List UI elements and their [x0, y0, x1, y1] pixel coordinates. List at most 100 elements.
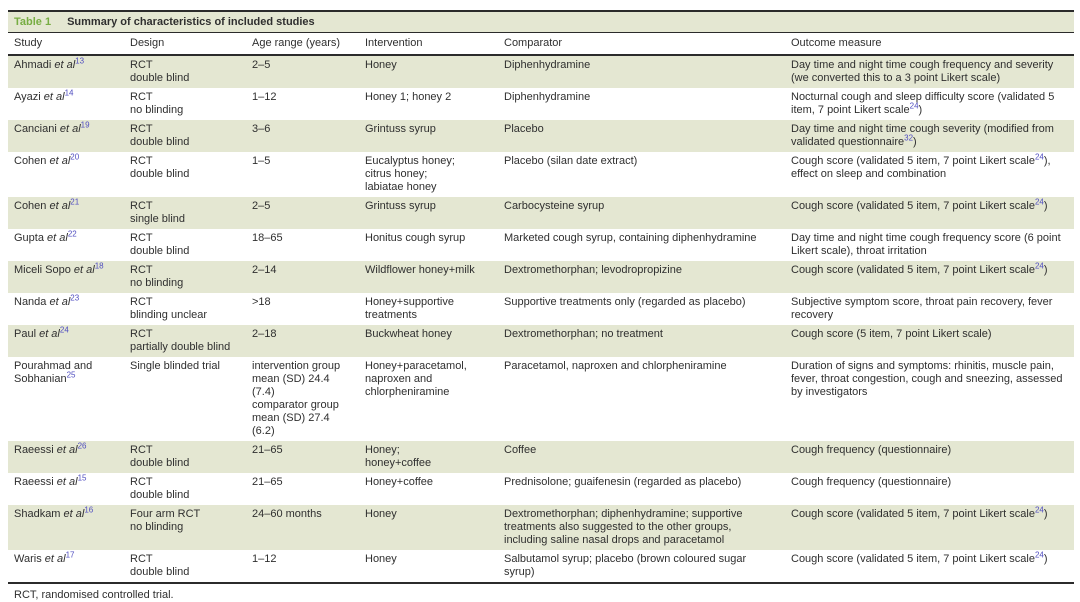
studies-table: Study Design Age range (years) Intervention…	[8, 33, 1074, 584]
citation-ref[interactable]: 24	[1034, 152, 1044, 162]
cell-comparator: Salbutamol syrup; placebo (brown coloure…	[504, 553, 747, 578]
table-row: Raeessi et al15 RCT double blind 21–65 Honey…	[8, 473, 1074, 505]
citation-ref[interactable]: 25	[66, 370, 76, 380]
citation-ref[interactable]: 23	[70, 293, 80, 303]
cell-intervention: Honey+paracetamol, naproxen and chlorpheni…	[365, 360, 467, 398]
cell-design: RCT no blinding	[130, 264, 184, 289]
cell-study: Ayazi et al14	[14, 88, 74, 103]
cell-outcome: Cough score (validated 5 item, 7 point L…	[791, 152, 1051, 180]
cell-outcome: Subjective symptom score, throat pain re…	[791, 296, 1053, 321]
citation-ref[interactable]: 13	[75, 56, 85, 66]
citation-ref[interactable]: 18	[94, 261, 104, 271]
table-row: Raeessi et al26 RCT double blind 21–65 Honey…	[8, 441, 1074, 473]
citation-ref[interactable]: 24	[1034, 197, 1044, 207]
cell-age: 2–14	[252, 264, 277, 276]
citation-ref[interactable]: 26	[77, 441, 87, 451]
cell-design: Four arm RCT no blinding	[130, 508, 201, 533]
citation-ref[interactable]: 21	[70, 197, 80, 207]
cell-study: Waris et al17	[14, 550, 75, 565]
citation-ref[interactable]: 24	[1034, 505, 1044, 515]
table-row: Cohen et al20 RCT double blind 1–5 Eucalyptu…	[8, 152, 1074, 197]
cell-comparator: Coffee	[504, 444, 537, 456]
citation-ref[interactable]: 24	[1034, 261, 1044, 271]
cell-intervention: Honey	[365, 553, 397, 565]
cell-outcome: Day time and night time cough frequency …	[791, 232, 1061, 257]
cell-design: RCT double blind	[130, 59, 190, 84]
column-header: Study	[8, 33, 124, 56]
column-header: Intervention	[359, 33, 498, 56]
cell-study: Nanda et al23	[14, 293, 80, 308]
cell-age: 1–12	[252, 553, 277, 565]
cell-intervention: Grintuss syrup	[365, 200, 436, 212]
citation-ref[interactable]: 22	[67, 229, 77, 239]
cell-outcome: Cough frequency (questionnaire)	[791, 444, 952, 456]
table-title: Summary of characteristics of included s…	[67, 16, 315, 28]
column-header: Design	[124, 33, 246, 56]
cell-intervention: Wildflower honey+milk	[365, 264, 475, 276]
cell-design: RCT double blind	[130, 123, 190, 148]
cell-intervention: Honey; honey+coffee	[365, 444, 432, 469]
citation-ref[interactable]: 32	[904, 133, 914, 143]
citation-ref[interactable]: 24	[59, 325, 69, 335]
cell-design: RCT double blind	[130, 155, 190, 180]
cell-outcome: Cough score (5 item, 7 point Likert scal…	[791, 328, 992, 340]
cell-age: 1–5	[252, 155, 271, 167]
cell-design: RCT partially double blind	[130, 328, 231, 353]
cell-outcome: Cough score (validated 5 item, 7 point L…	[791, 550, 1048, 565]
cell-comparator: Dextromethorphan; levodropropizine	[504, 264, 682, 276]
cell-outcome: Day time and night time cough severity (…	[791, 123, 1054, 148]
cell-study: Cohen et al20	[14, 152, 80, 167]
cell-comparator: Diphenhydramine	[504, 59, 591, 71]
table-1: Table 1 Summary of characteristics of in…	[8, 10, 1074, 584]
cell-age: 2–5	[252, 59, 271, 71]
cell-comparator: Dextromethorphan; no treatment	[504, 328, 663, 340]
citation-ref[interactable]: 15	[77, 473, 87, 483]
table-row: Shadkam et al16 Four arm RCT no blinding 24…	[8, 505, 1074, 550]
table-row: Gupta et al22 RCT double blind 18–65 Honitus…	[8, 229, 1074, 261]
table-row: Nanda et al23 RCT blinding unclear >18 Honey…	[8, 293, 1074, 325]
cell-comparator: Dextromethorphan; diphenhydramine; suppo…	[504, 508, 743, 546]
cell-intervention: Eucalyptus honey; citrus honey; labiatae h…	[365, 155, 455, 193]
cell-study: Ahmadi et al13	[14, 56, 85, 71]
table-title-band: Table 1 Summary of characteristics of in…	[8, 12, 1074, 33]
citation-ref[interactable]: 17	[65, 550, 75, 560]
cell-outcome: Duration of signs and symptoms: rhinitis…	[791, 360, 1063, 398]
column-header: Age range (years)	[246, 33, 359, 56]
table-label: Table 1	[14, 16, 52, 28]
cell-age: 3–6	[252, 123, 271, 135]
cell-age: intervention group mean (SD) 24.4 (7.4) co…	[252, 360, 341, 437]
cell-age: 21–65	[252, 476, 283, 488]
table-row: Paul et al24 RCT partially double blind 2–1…	[8, 325, 1074, 357]
cell-age: 21–65	[252, 444, 283, 456]
citation-ref[interactable]: 24	[909, 101, 919, 111]
cell-design: RCT blinding unclear	[130, 296, 208, 321]
table-row: Miceli Sopo et al18 RCT no blinding 2–14 Wil…	[8, 261, 1074, 293]
cell-design: RCT double blind	[130, 476, 190, 501]
cell-study: Raeessi et al26	[14, 441, 87, 456]
citation-ref[interactable]: 20	[70, 152, 80, 162]
cell-intervention: Honey 1; honey 2	[365, 91, 452, 103]
citation-ref[interactable]: 24	[1034, 550, 1044, 560]
cell-age: 2–5	[252, 200, 271, 212]
cell-comparator: Paracetamol, naproxen and chlorphenirami…	[504, 360, 727, 372]
cell-comparator: Placebo	[504, 123, 544, 135]
cell-comparator: Placebo (silan date extract)	[504, 155, 638, 167]
cell-age: 1–12	[252, 91, 277, 103]
citation-ref[interactable]: 14	[64, 88, 74, 98]
cell-study: Pourahmad and Sobhanian25	[14, 360, 93, 385]
cell-design: RCT no blinding	[130, 91, 184, 116]
cell-intervention: Honey+coffee	[365, 476, 433, 488]
table-row: Pourahmad and Sobhanian25 Single blinded …	[8, 357, 1074, 441]
cell-intervention: Honey	[365, 508, 397, 520]
cell-outcome: Nocturnal cough and sleep difficulty sco…	[791, 91, 1055, 116]
table-row: Cohen et al21 RCT single blind 2–5 Grintuss …	[8, 197, 1074, 229]
cell-comparator: Carbocysteine syrup	[504, 200, 605, 212]
cell-comparator: Marketed cough syrup, containing diphenh…	[504, 232, 757, 244]
table-row: Ahmadi et al13 RCT double blind 2–5 Honey Dip…	[8, 55, 1074, 88]
cell-study: Cohen et al21	[14, 197, 80, 212]
cell-intervention: Buckwheat honey	[365, 328, 452, 340]
citation-ref[interactable]: 19	[80, 120, 90, 130]
cell-age: 18–65	[252, 232, 283, 244]
citation-ref[interactable]: 16	[84, 505, 94, 515]
